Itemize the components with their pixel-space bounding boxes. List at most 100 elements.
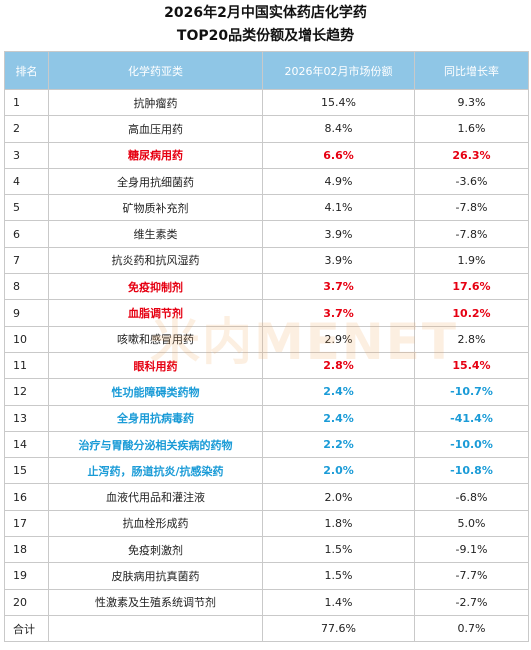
table-row: 6 维生素类 3.9% -7.8% [4,220,529,248]
row-category: 皮肤病用抗真菌药 [48,562,263,590]
row-rank: 9 [4,299,49,327]
row-category: 抗肿瘤药 [48,88,263,117]
row-share: 1.5% [262,562,415,590]
row-growth: -7.8% [414,194,529,222]
table-row: 8 免疫抑制剂 3.7% 17.6% [4,273,529,301]
row-rank: 20 [4,588,49,616]
row-share: 2.0% [262,457,415,485]
row-category: 高血压用药 [48,115,263,143]
row-growth: -6.8% [414,483,529,511]
row-share: 3.7% [262,273,415,301]
header-growth: 同比增长率 [414,51,529,90]
row-share: 2.4% [262,404,415,432]
row-share: 4.1% [262,194,415,222]
row-share: 2.2% [262,430,415,459]
row-rank: 3 [4,141,49,169]
row-growth: -10.8% [414,457,529,485]
row-category: 性激素及生殖系统调节剂 [48,588,263,616]
row-rank: 12 [4,378,49,406]
row-rank: 17 [4,509,49,538]
row-growth: 15.4% [414,351,529,380]
header-category: 化学药亚类 [48,51,263,90]
row-category: 矿物质补充剂 [48,194,263,222]
row-category: 抗血栓形成药 [48,509,263,538]
table-row: 11 眼科用药 2.8% 15.4% [4,351,529,380]
row-category: 治疗与胃酸分泌相关疾病的药物 [48,430,263,459]
table-row: 9 血脂调节剂 3.7% 10.2% [4,299,529,327]
row-growth: -9.1% [414,536,529,564]
ranking-table: 排名 化学药亚类 2026年02月市场份额 同比增长率 1 抗肿瘤药 15.4% 9.… [4,51,529,643]
row-share: 2.9% [262,325,415,353]
row-growth: -3.6% [414,167,529,196]
row-category: 糖尿病用药 [48,141,263,169]
header-share: 2026年02月市场份额 [262,51,415,90]
row-rank: 8 [4,273,49,301]
row-share: 2.0% [262,483,415,511]
row-share: 8.4% [262,115,415,143]
row-share: 1.8% [262,509,415,538]
row-rank: 1 [4,88,49,117]
row-share: 15.4% [262,88,415,117]
table-row: 10 咳嗽和感冒用药 2.9% 2.8% [4,325,529,353]
row-rank: 18 [4,536,49,564]
row-category: 维生素类 [48,220,263,248]
table-body: 1 抗肿瘤药 15.4% 9.3% 2 高血压用药 8.4% 1.6% 3 糖尿病用药 6.6% 26… [4,88,529,643]
row-growth: -41.4% [414,404,529,432]
row-rank: 15 [4,457,49,485]
row-rank: 6 [4,220,49,248]
row-category: 眼科用药 [48,351,263,380]
row-category: 抗炎药和抗风湿药 [48,246,263,275]
row-rank: 11 [4,351,49,380]
table-row: 16 血液代用品和灌注液 2.0% -6.8% [4,483,529,511]
row-growth: -7.8% [414,220,529,248]
row-growth: 5.0% [414,509,529,538]
table-row: 14 治疗与胃酸分泌相关疾病的药物 2.2% -10.0% [4,430,529,459]
row-rank: 10 [4,325,49,353]
row-share: 3.7% [262,299,415,327]
total-share: 77.6% [262,614,415,643]
title-line-1: 2026年2月中国实体药店化学药 [164,5,367,21]
row-growth: 10.2% [414,299,529,327]
row-share: 2.8% [262,351,415,380]
table-row: 4 全身用抗细菌药 4.9% -3.6% [4,167,529,196]
title-line-2: TOP20品类份额及增长趋势 [176,28,355,44]
row-category: 免疫刺激剂 [48,536,263,564]
row-rank: 19 [4,562,49,590]
row-category: 血脂调节剂 [48,299,263,327]
row-growth: -2.7% [414,588,529,616]
row-growth: 9.3% [414,88,529,117]
page-title: 2026年2月中国实体药店化学药 TOP20品类份额及增长趋势 [0,0,531,48]
table-row: 20 性激素及生殖系统调节剂 1.4% -2.7% [4,588,529,616]
row-growth: 1.9% [414,246,529,275]
row-category: 咳嗽和感冒用药 [48,325,263,353]
row-category: 全身用抗病毒药 [48,404,263,432]
row-share: 4.9% [262,167,415,196]
total-category [48,614,263,643]
table-row: 19 皮肤病用抗真菌药 1.5% -7.7% [4,562,529,590]
table-row: 12 性功能障碍类药物 2.4% -10.7% [4,378,529,406]
row-share: 2.4% [262,378,415,406]
row-category: 免疫抑制剂 [48,273,263,301]
row-rank: 13 [4,404,49,432]
table-row: 5 矿物质补充剂 4.1% -7.8% [4,194,529,222]
table-header-row: 排名 化学药亚类 2026年02月市场份额 同比增长率 [4,51,529,90]
row-rank: 2 [4,115,49,143]
row-rank: 4 [4,167,49,196]
table-row: 18 免疫刺激剂 1.5% -9.1% [4,536,529,564]
row-category: 性功能障碍类药物 [48,378,263,406]
row-growth: -10.7% [414,378,529,406]
total-label: 合计 [4,614,49,643]
row-growth: 17.6% [414,273,529,301]
row-rank: 7 [4,246,49,275]
table-row: 13 全身用抗病毒药 2.4% -41.4% [4,404,529,432]
row-share: 3.9% [262,246,415,275]
row-growth: -10.0% [414,430,529,459]
table-row: 1 抗肿瘤药 15.4% 9.3% [4,88,529,117]
row-category: 血液代用品和灌注液 [48,483,263,511]
row-rank: 5 [4,194,49,222]
row-share: 1.5% [262,536,415,564]
total-growth: 0.7% [414,614,529,643]
row-category: 止泻药，肠道抗炎/抗感染药 [48,457,263,485]
table-row: 3 糖尿病用药 6.6% 26.3% [4,141,529,169]
